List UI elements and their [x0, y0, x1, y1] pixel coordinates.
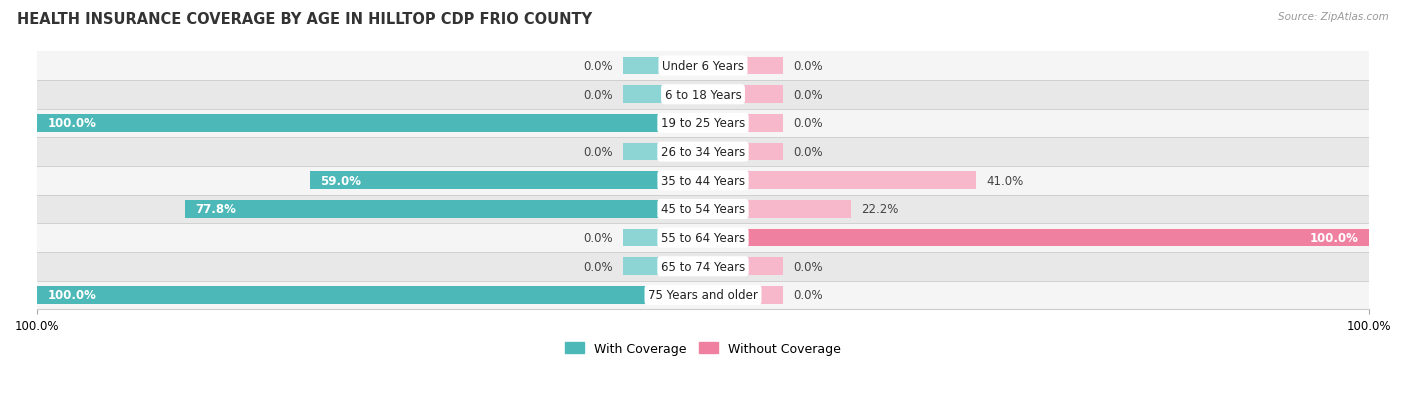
- Bar: [703, 57, 783, 75]
- Text: 55 to 64 Years: 55 to 64 Years: [661, 232, 745, 244]
- Bar: [37, 52, 1369, 81]
- Text: Under 6 Years: Under 6 Years: [662, 60, 744, 73]
- Text: HEALTH INSURANCE COVERAGE BY AGE IN HILLTOP CDP FRIO COUNTY: HEALTH INSURANCE COVERAGE BY AGE IN HILL…: [17, 12, 592, 27]
- Bar: [37, 115, 703, 133]
- Bar: [186, 201, 703, 218]
- Text: 65 to 74 Years: 65 to 74 Years: [661, 260, 745, 273]
- Bar: [703, 201, 851, 218]
- Text: 75 Years and older: 75 Years and older: [648, 289, 758, 302]
- Text: 41.0%: 41.0%: [986, 174, 1024, 188]
- Text: 0.0%: 0.0%: [793, 289, 823, 302]
- Text: 0.0%: 0.0%: [793, 260, 823, 273]
- Text: 0.0%: 0.0%: [583, 88, 613, 102]
- Bar: [623, 57, 703, 75]
- Text: Source: ZipAtlas.com: Source: ZipAtlas.com: [1278, 12, 1389, 22]
- Text: 0.0%: 0.0%: [583, 60, 613, 73]
- Bar: [37, 81, 1369, 109]
- Bar: [37, 281, 1369, 309]
- Legend: With Coverage, Without Coverage: With Coverage, Without Coverage: [561, 337, 845, 360]
- Bar: [311, 172, 703, 190]
- Bar: [37, 252, 1369, 281]
- Text: 0.0%: 0.0%: [793, 60, 823, 73]
- Bar: [703, 115, 783, 133]
- Text: 35 to 44 Years: 35 to 44 Years: [661, 174, 745, 188]
- Text: 59.0%: 59.0%: [321, 174, 361, 188]
- Bar: [623, 86, 703, 104]
- Text: 45 to 54 Years: 45 to 54 Years: [661, 203, 745, 216]
- Bar: [37, 109, 1369, 138]
- Bar: [623, 229, 703, 247]
- Bar: [37, 195, 1369, 224]
- Text: 0.0%: 0.0%: [793, 117, 823, 130]
- Text: 0.0%: 0.0%: [793, 146, 823, 159]
- Text: 0.0%: 0.0%: [793, 88, 823, 102]
- Text: 26 to 34 Years: 26 to 34 Years: [661, 146, 745, 159]
- Bar: [37, 224, 1369, 252]
- Bar: [703, 86, 783, 104]
- Bar: [703, 286, 783, 304]
- Bar: [623, 143, 703, 161]
- Bar: [703, 258, 783, 275]
- Text: 100.0%: 100.0%: [48, 289, 96, 302]
- Bar: [623, 258, 703, 275]
- Bar: [703, 229, 1369, 247]
- Text: 22.2%: 22.2%: [860, 203, 898, 216]
- Text: 0.0%: 0.0%: [583, 232, 613, 244]
- Bar: [37, 138, 1369, 166]
- Text: 19 to 25 Years: 19 to 25 Years: [661, 117, 745, 130]
- Text: 100.0%: 100.0%: [1310, 232, 1358, 244]
- Text: 77.8%: 77.8%: [195, 203, 236, 216]
- Bar: [37, 166, 1369, 195]
- Text: 100.0%: 100.0%: [48, 117, 96, 130]
- Text: 0.0%: 0.0%: [583, 260, 613, 273]
- Text: 6 to 18 Years: 6 to 18 Years: [665, 88, 741, 102]
- Bar: [703, 172, 976, 190]
- Text: 0.0%: 0.0%: [583, 146, 613, 159]
- Bar: [703, 143, 783, 161]
- Bar: [37, 286, 703, 304]
